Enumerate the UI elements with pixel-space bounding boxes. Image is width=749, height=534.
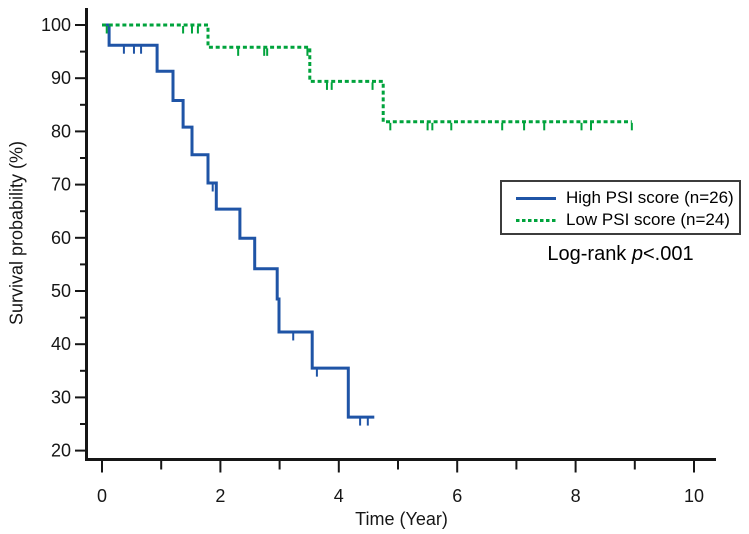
logrank-p-symbol: p — [631, 243, 643, 265]
logrank-prefix: Log-rank — [547, 243, 632, 265]
y-tick-label: 40 — [51, 334, 71, 354]
survival-curves — [102, 23, 633, 426]
y-tick-label: 60 — [51, 228, 71, 248]
solid-line-sample-icon — [516, 196, 556, 200]
y-tick-label: 20 — [51, 441, 71, 461]
y-axis-title: Survival probability (%) — [6, 140, 27, 326]
legend-item-low-psi: Low PSI score (n=24) — [516, 209, 739, 231]
x-tick-label: 2 — [215, 486, 225, 506]
axes — [85, 8, 716, 461]
censor-marks-high-psi — [122, 46, 369, 426]
survival-curve-low-psi — [102, 23, 632, 124]
x-axis-title: Time (Year) — [355, 509, 448, 529]
y-tick-label: 70 — [51, 175, 71, 195]
legend-label-low-psi: Low PSI score (n=24) — [566, 210, 730, 229]
logrank-annotation: Log-rank p<.001 — [500, 243, 741, 266]
axis-ticks — [75, 24, 695, 473]
legend-item-high-psi: High PSI score (n=26) — [516, 187, 739, 209]
x-tick-label: 0 — [97, 486, 107, 506]
y-tick-label: 80 — [51, 121, 71, 141]
survival-curve-high-psi — [102, 23, 375, 419]
x-tick-label: 4 — [334, 486, 344, 506]
x-tick-label: 6 — [452, 486, 462, 506]
legend: High PSI score (n=26) Low PSI score (n=2… — [500, 180, 741, 235]
y-tick-label: 100 — [41, 15, 71, 35]
censor-marks-low-psi — [105, 26, 633, 131]
y-tick-label: 50 — [51, 281, 71, 301]
x-tick-label: 10 — [684, 486, 704, 506]
axis-tick-labels: 20 30 40 50 60 70 80 90 100 0 2 4 6 8 10 — [41, 15, 704, 506]
y-tick-label: 90 — [51, 68, 71, 88]
logrank-value: <.001 — [643, 243, 694, 265]
dashed-line-sample-icon — [516, 218, 556, 222]
y-tick-label: 30 — [51, 387, 71, 407]
legend-label-high-psi: High PSI score (n=26) — [566, 188, 734, 207]
x-tick-label: 8 — [571, 486, 581, 506]
